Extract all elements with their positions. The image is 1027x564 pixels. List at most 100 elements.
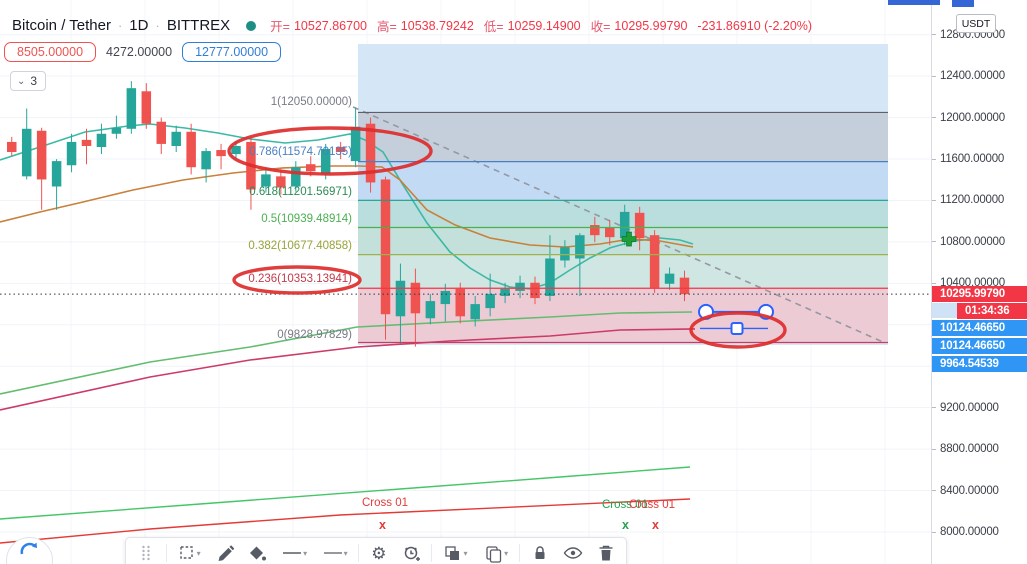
candle — [141, 91, 152, 124]
add-alert-button[interactable] — [395, 541, 428, 564]
fib-label-0618[interactable]: 0.618(11201.56971) — [249, 186, 352, 198]
toolbar-separator — [165, 544, 167, 562]
axis-tick-label: 11600.00000 — [932, 152, 1027, 166]
indicators-collapse-button[interactable]: ⌄ 3 — [10, 71, 47, 91]
candle — [605, 227, 615, 238]
drag-handle[interactable] — [130, 541, 163, 564]
candle — [81, 139, 92, 146]
last-price-badge: 10295.99790 — [932, 286, 1027, 303]
clone-button[interactable]: ▾ — [476, 541, 517, 564]
open-label: 开= — [270, 20, 290, 34]
candle — [410, 282, 421, 314]
candle — [306, 164, 316, 172]
drawing-price-badge: 10124.46650 — [932, 338, 1027, 354]
candle — [664, 273, 675, 284]
selection-tool-button[interactable]: ▾ — [170, 541, 209, 564]
alert-badge-blue[interactable]: 12777.00000 — [182, 42, 282, 62]
settings-gear-button[interactable]: ⚙ — [362, 541, 395, 564]
candle — [649, 235, 660, 288]
interval-button[interactable]: 1D — [129, 17, 149, 34]
separator-dot: · — [155, 18, 160, 33]
candle — [7, 141, 17, 152]
axis-tick-label: 11200.00000 — [932, 193, 1027, 207]
axis-tick-label: 12000.00000 — [932, 111, 1027, 125]
chevron-down-icon: ▾ — [463, 548, 468, 558]
fib-label-0382[interactable]: 0.382(10677.40858) — [248, 240, 352, 252]
candle — [425, 301, 436, 319]
candle — [365, 123, 376, 183]
fib-label-05[interactable]: 0.5(10939.48914) — [261, 213, 352, 225]
alert-value-plain[interactable]: 4272.00000 — [106, 45, 173, 59]
candle — [21, 128, 32, 177]
exchange-label[interactable]: BITTREX — [166, 17, 231, 34]
candle — [156, 121, 166, 144]
symbol-header: Bitcoin / Tether · 1D · BITTREX 开= 10527.… — [12, 16, 818, 35]
toolbar-separator — [431, 544, 433, 562]
candle — [380, 179, 391, 315]
alert-badge-red[interactable]: 8505.00000 — [4, 42, 97, 62]
drawing-toolbar: ▾ ▾ ▾ ⚙ ▾ — [125, 537, 627, 564]
candle — [36, 130, 47, 180]
cross-line-red — [0, 498, 691, 544]
candle — [515, 282, 525, 291]
price-axis[interactable]: 12800.00000 12400.00000 12000.00000 11600.0… — [931, 0, 1027, 564]
candle — [470, 304, 480, 320]
change-value: -231.86910 (-2.20%) — [697, 18, 813, 33]
axis-tick-label: 8400.00000 — [932, 484, 1027, 498]
candle — [261, 174, 271, 187]
visual-order-button[interactable]: ▾ — [435, 541, 476, 564]
delete-trash-button[interactable] — [589, 541, 622, 564]
candle — [350, 126, 361, 162]
symbol-title[interactable]: Bitcoin / Tether — [12, 17, 111, 34]
low-value: 10259.14900 — [507, 18, 581, 33]
visibility-eye-button[interactable] — [556, 541, 589, 564]
ma-slow-orange — [0, 165, 694, 248]
market-status-icon — [246, 20, 257, 31]
refresh-icon — [20, 542, 37, 555]
drag-handle-square[interactable] — [730, 321, 744, 335]
lock-button[interactable] — [523, 541, 556, 564]
candle — [440, 290, 451, 305]
candle — [575, 235, 585, 259]
candle — [545, 258, 555, 296]
line-style-button[interactable]: ▾ — [274, 541, 315, 564]
low-label: 低= — [483, 20, 504, 34]
candle — [320, 148, 331, 175]
candle — [51, 161, 62, 187]
ma-fast-teal — [0, 123, 694, 290]
close-value: 10295.99790 — [614, 18, 688, 33]
fib-label-1[interactable]: 1(12050.00000) — [270, 96, 352, 108]
candle — [455, 288, 465, 317]
line-width-button[interactable]: ▾ — [315, 541, 356, 564]
candle — [186, 131, 196, 168]
green-plus-marker — [621, 231, 637, 247]
fib-label-0236[interactable]: 0.236(10353.13941) — [248, 273, 352, 285]
candle — [530, 282, 540, 299]
price-alert-row: 8505.00000 4272.00000 12777.00000 — [4, 42, 282, 62]
candle — [276, 176, 286, 188]
pencil-tool-button[interactable] — [209, 541, 242, 564]
candle — [111, 127, 122, 134]
paint-bucket-button[interactable] — [241, 541, 274, 564]
cross-mark: x — [379, 518, 386, 532]
axis-tick-label: 10800.00000 — [932, 235, 1027, 249]
high-label: 高= — [376, 20, 397, 34]
ma-long-green — [0, 311, 693, 395]
toolbar-separator — [358, 544, 360, 562]
candle — [679, 277, 690, 295]
cross-label-right-red: Cross 01 — [629, 499, 676, 511]
chevron-down-icon: ▾ — [504, 548, 509, 558]
candle — [485, 293, 495, 309]
cross-label-right-green: Cross 01 — [602, 499, 649, 511]
fib-label-0786[interactable]: 0.786(11574.70135) — [249, 146, 352, 158]
candle — [231, 145, 241, 155]
currency-toggle-button[interactable]: USDT — [956, 14, 996, 33]
candle — [96, 133, 107, 148]
chevron-down-icon: ▾ — [303, 548, 308, 558]
drawing-price-badge: 10124.46650 — [932, 320, 1027, 336]
axis-tick-label: 9200.00000 — [932, 401, 1027, 415]
fib-label-0[interactable]: 0(9828.97829) — [277, 329, 352, 341]
drawing-price-badge: 9964.54539 — [932, 356, 1027, 372]
